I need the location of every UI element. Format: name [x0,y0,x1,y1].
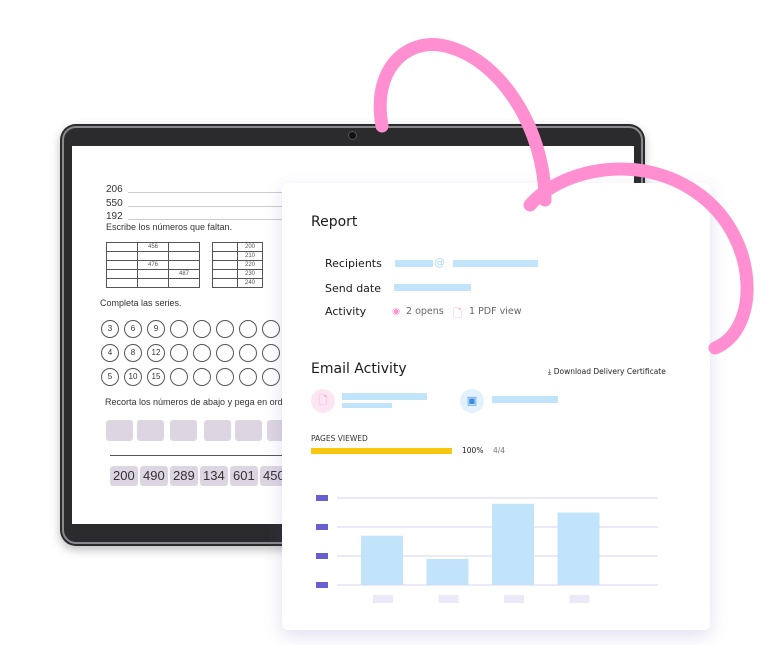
series-circle [170,320,188,338]
y-tick-mark [316,524,328,530]
series-circle [216,368,234,386]
activity-label: Activity [325,305,367,318]
placeholder-line [342,393,427,400]
number-tile: 200 [110,466,138,486]
placeholder-line [342,403,392,408]
pages-viewed-label: PAGES VIEWED [311,434,368,443]
number-tile: 490 [140,466,168,486]
series-circle [262,368,280,386]
y-tick-mark [316,553,328,559]
y-tick-mark [316,582,328,588]
worksheet-number: 192 [106,211,123,222]
series-circle [239,344,257,362]
series-circle [193,344,211,362]
number-tile: 601 [230,466,258,486]
recipients-label: Recipients [325,257,382,270]
worksheet-instruction: Recorta los números de abajo y pega en o… [105,397,321,407]
worksheet-instruction: Escribe los números que faltan. [106,222,233,232]
pdf-icon: 🗋 [311,389,335,413]
download-label: Download Delivery Certificate [553,367,666,376]
x-tick-label-placeholder [438,595,459,603]
x-tick-label-placeholder [504,595,524,603]
series-circle [216,320,234,338]
series-circle [239,368,257,386]
paste-slot [235,420,262,441]
worksheet-number: 550 [106,198,123,209]
download-icon: ⤓ [548,367,554,376]
report-card: Report Recipients @ Send date Activity ◉… [282,183,710,630]
y-tick-mark [316,495,328,501]
series-circle: 3 [101,320,119,338]
placeholder-line [492,396,558,403]
pages-viewed-percent: 100% [462,446,484,455]
worksheet-instruction: Completa las series. [100,298,182,308]
x-tick-label-placeholder [373,595,393,603]
series-circle [170,368,188,386]
series-circle [239,320,257,338]
paste-slot [204,420,231,441]
number-tile: 134 [200,466,228,486]
number-tile: 450 [260,466,288,486]
series-circle [216,344,234,362]
series-circle: 9 [147,320,165,338]
series-circle [193,368,211,386]
series-circle [262,320,280,338]
series-circle [193,320,211,338]
send-date-label: Send date [325,282,382,295]
x-tick-label-placeholder [569,595,590,603]
series-circle: 15 [147,368,165,386]
series-circle: 5 [101,368,119,386]
pages-viewed-count: 4/4 [493,446,506,455]
bar [492,503,534,585]
email-activity-title: Email Activity [311,361,407,377]
bar [426,558,469,585]
bar [361,535,403,585]
paste-slot [106,420,133,441]
report-title: Report [311,214,358,230]
worksheet-number: 206 [106,184,123,195]
series-circle: 12 [147,344,165,362]
series-circle: 10 [124,368,142,386]
paste-slot [170,420,197,441]
pages-viewed-progress-track [311,448,452,454]
number-tile: 289 [170,466,198,486]
paste-slot [137,420,164,441]
download-certificate-button[interactable]: ⤓ Download Delivery Certificate [548,367,666,377]
missing-numbers-table-2: 200 210 220 230 240 [212,242,263,288]
series-circle [170,344,188,362]
pages-viewed-progress-fill [311,448,452,454]
pages-chart [316,495,658,603]
series-circle: 6 [124,320,142,338]
gallery-icon: ▣ [460,389,484,413]
camera-icon [348,131,357,140]
series-circle: 4 [101,344,119,362]
series-circle [262,344,280,362]
bar [557,512,600,585]
series-circle: 8 [124,344,142,362]
missing-numbers-table-1: 456 476 487 [106,242,200,288]
